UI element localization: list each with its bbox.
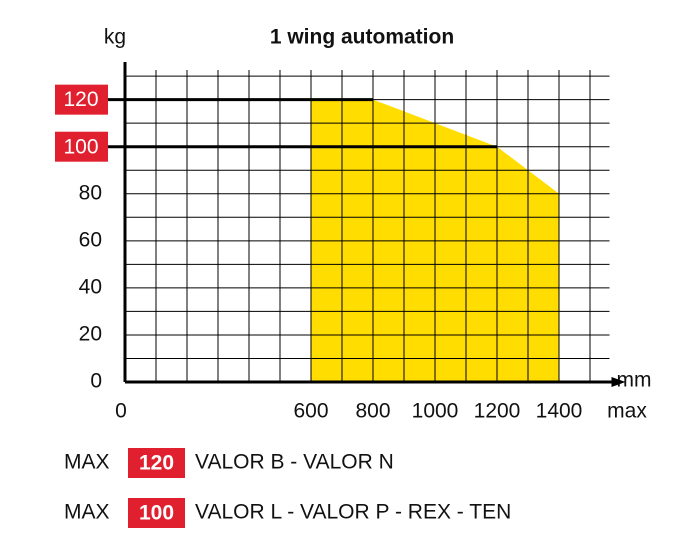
note-text: VALOR B - VALOR N	[195, 451, 394, 474]
x-tick-label: 800	[355, 400, 390, 423]
note-badge	[128, 498, 185, 528]
note-badge	[128, 448, 185, 478]
y-tick-label: 20	[79, 322, 102, 345]
tick-highlight	[55, 131, 108, 162]
x-axis-label: mm	[617, 369, 652, 392]
y-tick-label: 100	[63, 135, 98, 158]
chart-title: 1 wing automation	[270, 26, 454, 49]
y-tick-label: 120	[63, 88, 98, 111]
note-prefix: MAX	[64, 501, 110, 524]
x-tick-label: 1200	[474, 400, 521, 423]
x-end-label: max	[607, 400, 647, 423]
y-tick-label: 0	[90, 370, 102, 393]
y-tick-label: 40	[79, 275, 102, 298]
y-axis-label: kg	[104, 26, 126, 49]
x-axis-arrow	[611, 377, 626, 387]
x-tick-label: 600	[293, 400, 328, 423]
x-tick-label: 0	[115, 400, 127, 423]
x-tick-label: 1400	[536, 400, 583, 423]
y-tick-label: 80	[79, 181, 102, 204]
tick-highlight	[55, 84, 108, 115]
note-prefix: MAX	[64, 451, 110, 474]
y-tick-label: 60	[79, 228, 102, 251]
x-tick-label: 1000	[412, 400, 459, 423]
note-value: 100	[139, 502, 174, 525]
note-value: 120	[139, 452, 174, 475]
note-text: VALOR L - VALOR P - REX - TEN	[195, 501, 511, 524]
